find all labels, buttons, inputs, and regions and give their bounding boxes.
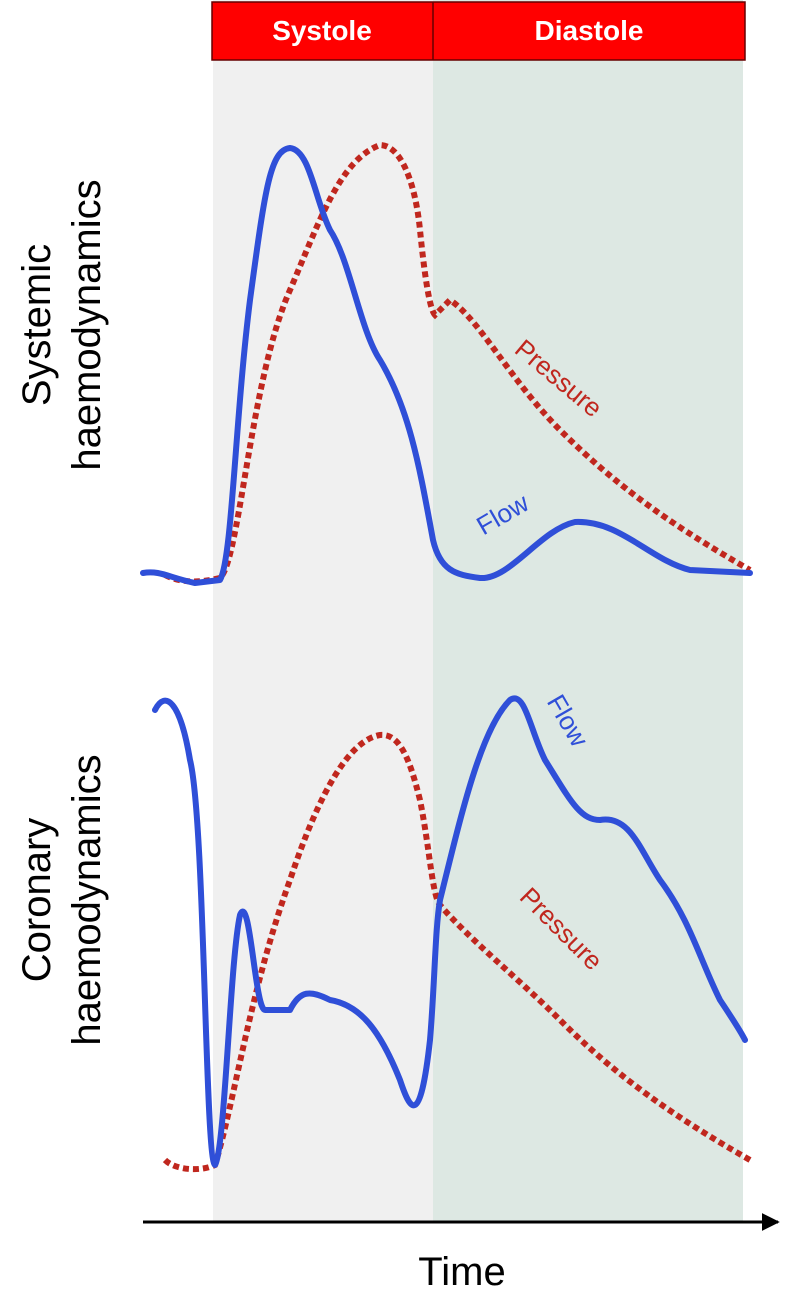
flow-curve	[140, 145, 753, 586]
panel-title: Coronary	[15, 818, 59, 983]
pressure-curve	[162, 731, 752, 1173]
phase-label: Diastole	[535, 15, 644, 46]
panel-title: haemodynamics	[65, 754, 109, 1045]
diastole-region	[433, 0, 743, 1222]
panel-title: Systemic	[15, 244, 59, 406]
phase-label: Systole	[272, 15, 372, 46]
pressure-curve	[163, 141, 752, 585]
flow-curve	[152, 695, 748, 1168]
axis-label: Time	[418, 1250, 505, 1294]
phase-bar	[211, 1, 746, 61]
panel-title: haemodynamics	[65, 179, 109, 470]
